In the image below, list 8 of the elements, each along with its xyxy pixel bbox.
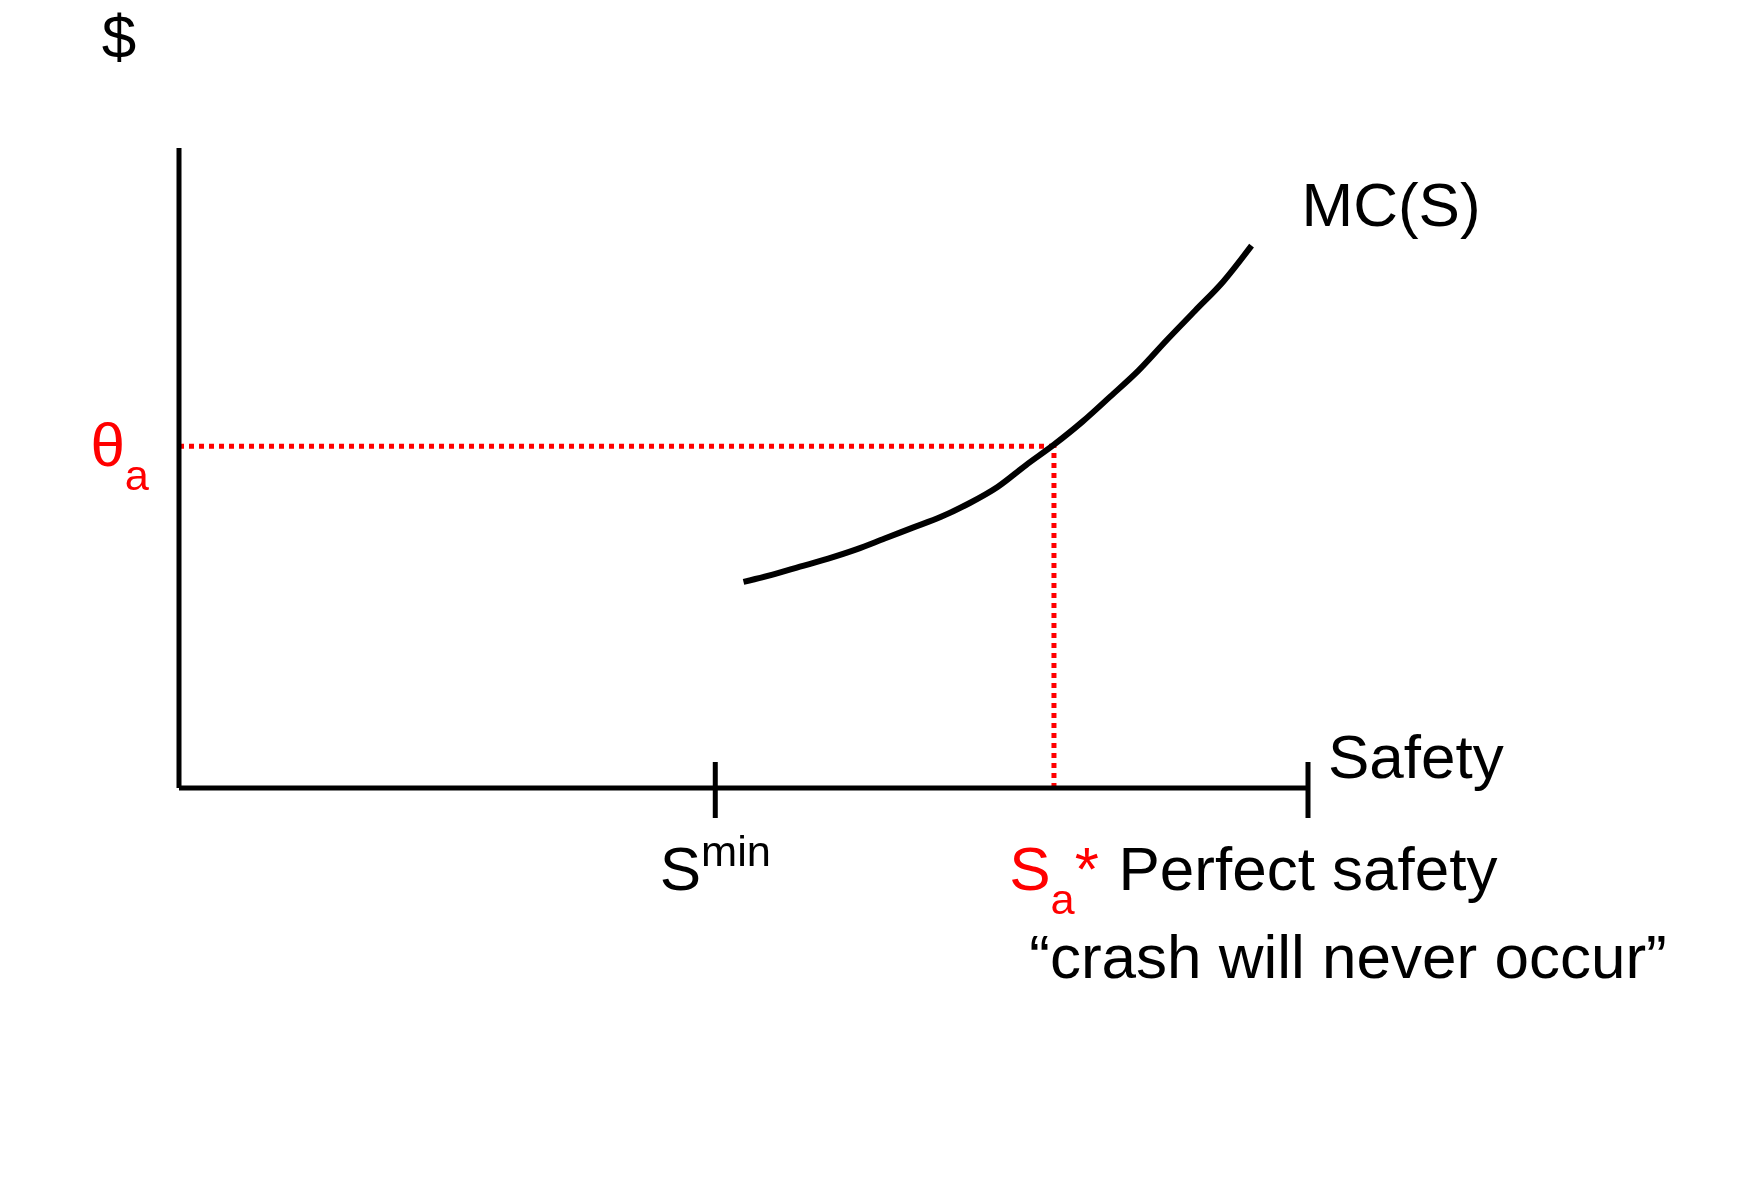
x-axis-title: Safety (1328, 722, 1504, 791)
x-tick-label: S$_{a}$* (1009, 834, 1099, 923)
x-tick-label: S$^{min}$ (659, 827, 771, 903)
x-tick-label: Perfect safety (1118, 834, 1498, 903)
ref-line-label: θ$_{a}$ (90, 410, 150, 500)
series-label: MC(S) (1301, 169, 1481, 239)
text: “crash will never occur” (1029, 922, 1667, 991)
y-axis-title: $ (101, 2, 137, 71)
